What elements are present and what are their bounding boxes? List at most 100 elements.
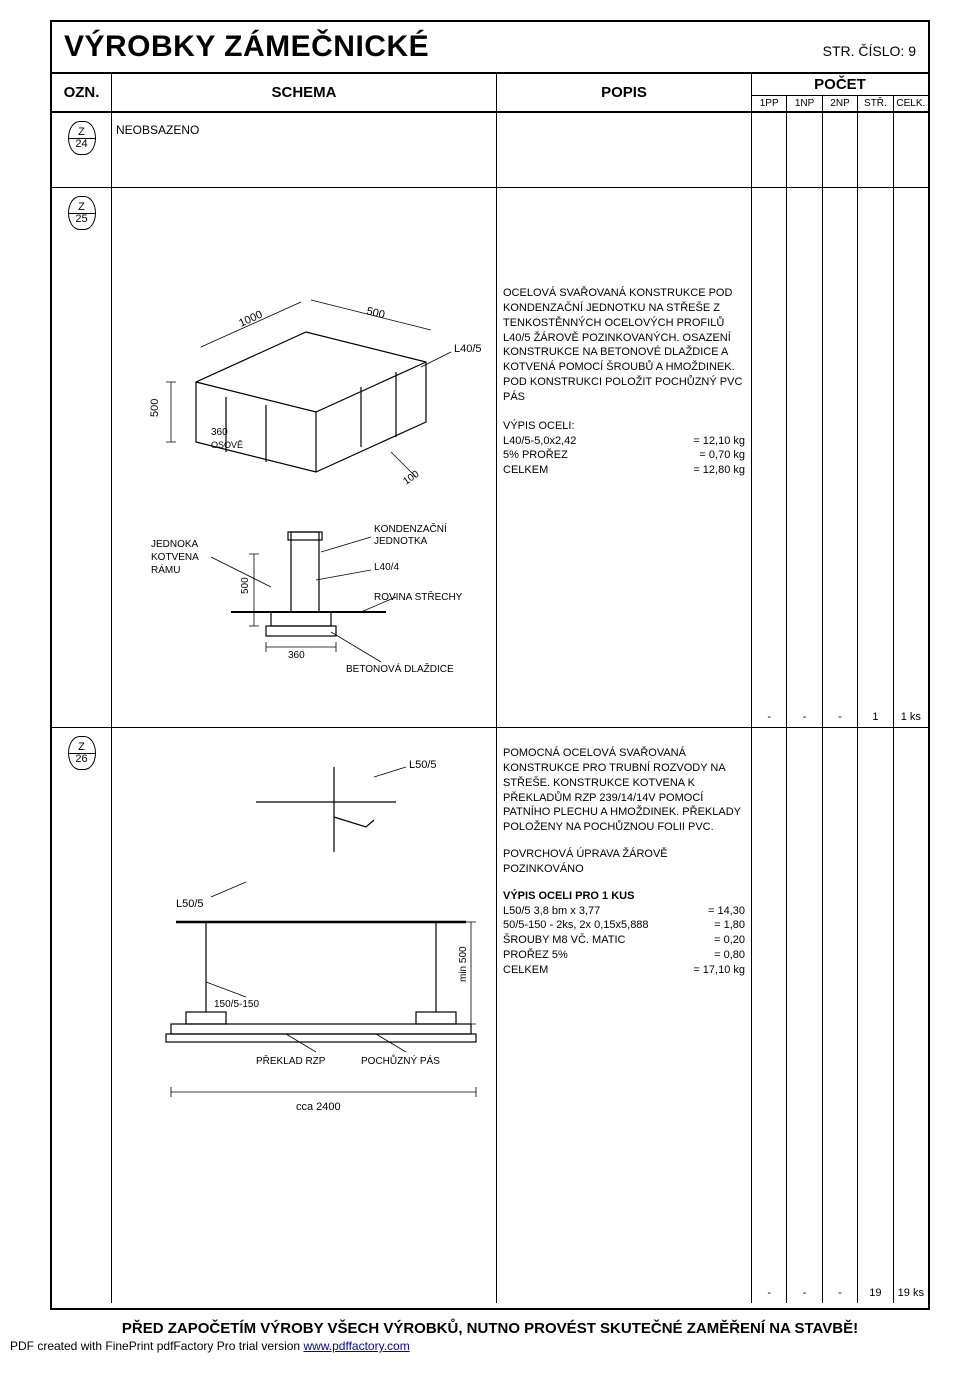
popis-p2: POVRCHOVÁ ÚPRAVA ŽÁROVĚ POZINKOVÁNO: [503, 847, 745, 877]
c1: [752, 113, 787, 187]
ozn-z24: Z 24: [52, 113, 112, 187]
diagram-z25: 1000 500 500 L40/5 360 OSOVĚ 100: [116, 192, 496, 722]
s4a: PROŘEZ 5%: [503, 948, 568, 963]
schema-z25: 1000 500 500 L40/5 360 OSOVĚ 100: [112, 188, 497, 727]
s5b: = 17,10 kg: [693, 963, 745, 978]
s3a: ŠROUBY M8 VČ. MATIC: [503, 933, 625, 948]
steel-3: CELKEM = 12,80 kg: [503, 463, 745, 478]
pocet-z25: - - - 1 1 ks: [752, 188, 928, 727]
ozn-top: Z: [78, 742, 85, 753]
dim-500b: 500: [149, 399, 161, 417]
lbl-l50-5a: L50/5: [409, 759, 437, 771]
ozn-badge-24: Z 24: [68, 121, 96, 155]
popis-vypis: VÝPIS OCELI:: [503, 419, 745, 434]
c2: -: [787, 188, 822, 727]
pdf-link[interactable]: www.pdffactory.com: [303, 1339, 409, 1353]
steel-1: L40/5-5,0x2,42 = 12,10 kg: [503, 434, 745, 449]
ozn-bot: 24: [75, 139, 87, 150]
lbl-cca: cca 2400: [296, 1101, 341, 1113]
s2a: 50/5-150 - 2ks, 2x 0,15x5,888: [503, 918, 649, 933]
hdr-ozn: OZN.: [52, 74, 112, 111]
steel-5: CELKEM = 17,10 kg: [503, 963, 745, 978]
title-bar: VÝROBKY ZÁMEČNICKÉ STR. ČÍSLO: 9: [52, 22, 928, 74]
dim-360b: 360: [288, 650, 305, 661]
page-frame: VÝROBKY ZÁMEČNICKÉ STR. ČÍSLO: 9 OZN. SC…: [50, 20, 930, 1310]
ozn-z25: Z 25: [52, 188, 112, 727]
pdf-credit: PDF created with FinePrint pdfFactory Pr…: [10, 1339, 930, 1353]
hdr-2np: 2NP: [823, 96, 858, 111]
s3b: = 12,80 kg: [693, 463, 745, 478]
steel-3: ŠROUBY M8 VČ. MATIC = 0,20: [503, 933, 745, 948]
hdr-str: STŘ.: [858, 96, 893, 111]
s2b: = 0,70 kg: [699, 448, 745, 463]
hdr-pocet-sub: 1PP 1NP 2NP STŘ. CELK.: [752, 96, 928, 111]
row-z26: Z 26: [52, 728, 928, 1303]
hdr-1np: 1NP: [787, 96, 822, 111]
steel-1: L50/5 3,8 bm x 3,77= 14,30: [503, 904, 745, 919]
diagram-z26: L50/5 L50/5 150/5-150 PŘEKLAD RZP POCHŮZ…: [116, 732, 496, 1297]
lbl-jednoka: JEDNOKA: [151, 539, 199, 550]
row-z24: Z 24 NEOBSAZENO: [52, 113, 928, 188]
pocet-z24: [752, 113, 928, 187]
lbl-kondenz: KONDENZAČNÍ: [374, 522, 447, 535]
s1a: L40/5-5,0x2,42: [503, 434, 576, 449]
lbl-kotvena: KOTVENA: [151, 552, 199, 563]
hdr-pocet: POČET 1PP 1NP 2NP STŘ. CELK.: [752, 74, 928, 111]
doc-title: VÝROBKY ZÁMEČNICKÉ: [64, 30, 429, 64]
ozn-z26: Z 26: [52, 728, 112, 1303]
lbl-jednotka: JEDNOTKA: [374, 536, 428, 547]
s3a: CELKEM: [503, 463, 548, 478]
steel-4: PROŘEZ 5%= 0,80: [503, 948, 745, 963]
c2: -: [787, 728, 822, 1303]
dim-1000: 1000: [237, 308, 264, 329]
s5a: CELKEM: [503, 963, 548, 978]
ozn-top: Z: [78, 202, 85, 213]
popis-z25: OCELOVÁ SVAŘOVANÁ KONSTRUKCE POD KONDENZ…: [497, 188, 752, 727]
row-z25: Z 25: [52, 188, 928, 728]
hdr-pocet-title: POČET: [752, 74, 928, 96]
hdr-schema: SCHEMA: [112, 74, 497, 111]
lbl-l40-5: L40/5: [454, 343, 482, 355]
lbl-beton: BETONOVÁ DLAŽDICE: [346, 662, 454, 675]
schema-z24: NEOBSAZENO: [112, 113, 497, 187]
pocet-z26: - - - 19 19 ks: [752, 728, 928, 1303]
s1b: = 12,10 kg: [693, 434, 745, 449]
dim-360: 360: [211, 427, 228, 438]
hdr-celk: CELK.: [894, 96, 928, 111]
lbl-l40-4: L40/4: [374, 562, 399, 573]
c4: 19: [858, 728, 893, 1303]
ozn-badge-26: Z 26: [68, 736, 96, 770]
s2b: = 1,80: [714, 918, 745, 933]
lbl-rovina: ROVINA STŘECHY: [374, 590, 463, 603]
footer-note: PŘED ZAPOČETÍM VÝROBY VŠECH VÝROBKŮ, NUT…: [50, 1320, 930, 1337]
c4: 1: [858, 188, 893, 727]
popis-z26: POMOCNÁ OCELOVÁ SVAŘOVANÁ KONSTRUKCE PRO…: [497, 728, 752, 1303]
steel-2: 50/5-150 - 2ks, 2x 0,15x5,888 = 1,80: [503, 918, 745, 933]
c3: -: [823, 188, 858, 727]
hdr-popis: POPIS: [497, 74, 752, 111]
lbl-ramu: RÁMU: [151, 563, 180, 576]
dim-500c: 500: [240, 577, 251, 594]
hdr-1pp: 1PP: [752, 96, 787, 111]
s1a: L50/5 3,8 bm x 3,77: [503, 904, 600, 919]
popis-p1: OCELOVÁ SVAŘOVANÁ KONSTRUKCE POD KONDENZ…: [503, 286, 745, 405]
popis-vypis: VÝPIS OCELI PRO 1 KUS: [503, 889, 745, 904]
table-header: OZN. SCHEMA POPIS POČET 1PP 1NP 2NP STŘ.…: [52, 74, 928, 113]
c2: [787, 113, 822, 187]
ozn-bot: 26: [75, 754, 87, 765]
ozn-top: Z: [78, 127, 85, 138]
lbl-l50-5b: L50/5: [176, 898, 204, 910]
popis-p1: POMOCNÁ OCELOVÁ SVAŘOVANÁ KONSTRUKCE PRO…: [503, 746, 745, 835]
c4: [858, 113, 893, 187]
c1: -: [752, 188, 787, 727]
c3: -: [823, 728, 858, 1303]
ozn-bot: 25: [75, 214, 87, 225]
s3b: = 0,20: [714, 933, 745, 948]
c5: 19 ks: [894, 728, 928, 1303]
dim-500a: 500: [365, 305, 386, 321]
lbl-150: 150/5-150: [214, 999, 259, 1010]
schema-z26: L50/5 L50/5 150/5-150 PŘEKLAD RZP POCHŮZ…: [112, 728, 497, 1303]
neobsazeno: NEOBSAZENO: [116, 123, 199, 137]
ozn-badge-25: Z 25: [68, 196, 96, 230]
lbl-min500: min 500: [458, 946, 469, 982]
